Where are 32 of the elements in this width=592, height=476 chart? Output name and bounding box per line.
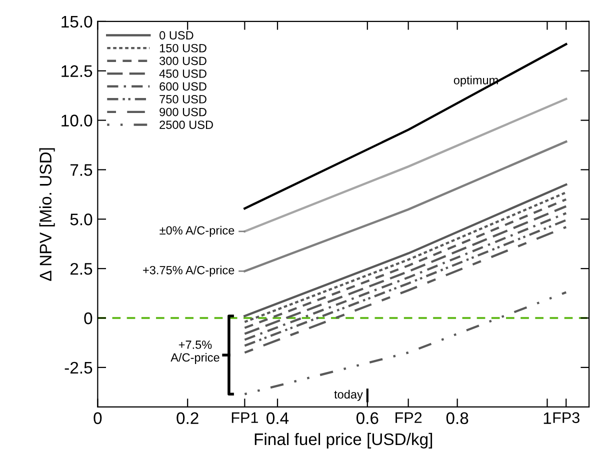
x-tick-label: FP1 — [232, 412, 258, 423]
legend-label: 450 USD — [159, 70, 206, 78]
x-tick-label: 0 — [94, 412, 102, 424]
legend-label: 2500 USD — [160, 120, 213, 129]
x-tick-label: 0.4 — [266, 412, 289, 424]
y-tick-label: 10.0 — [62, 114, 92, 126]
legend-label: 300 USD — [160, 56, 206, 66]
x-axis-title: Final fuel price [USD/kg] — [254, 432, 432, 448]
legend-label: 900 USD — [160, 108, 206, 116]
x-tick-label: 0.6 — [356, 412, 378, 424]
ref-line-label: today — [334, 390, 363, 401]
legend-label: 600 USD — [160, 82, 206, 91]
x-tick-label: 0.2 — [176, 412, 198, 424]
annotation: +7.5% A/C-price — [170, 340, 220, 364]
y-tick-label: 2.5 — [70, 262, 92, 275]
y-tick-label: 5.0 — [70, 214, 92, 226]
annotation: +3.75% A/C-price — [143, 266, 234, 277]
legend-label: 0 USD — [160, 31, 194, 40]
x-tick-label: 0.8 — [446, 412, 468, 424]
legend-label: 750 USD — [160, 95, 206, 104]
x-tick-label: FP2 — [396, 412, 422, 423]
y-tick-label: -2.5 — [64, 362, 92, 374]
y-axis-title: Δ NPV [Mio. USD] — [39, 148, 55, 281]
y-tick-label: 7.5 — [70, 164, 92, 176]
x-tick-label: 1 — [544, 412, 552, 424]
y-tick-label: 12.5 — [62, 65, 92, 78]
legend-label: 150 USD — [160, 44, 206, 52]
annotation: ±0% A/C-price — [160, 226, 234, 237]
y-tick-label: 0 — [84, 312, 92, 324]
y-tick-label: 15.0 — [62, 16, 92, 28]
annotation: optimum — [454, 76, 498, 87]
x-tick-label: FP3 — [553, 412, 580, 424]
